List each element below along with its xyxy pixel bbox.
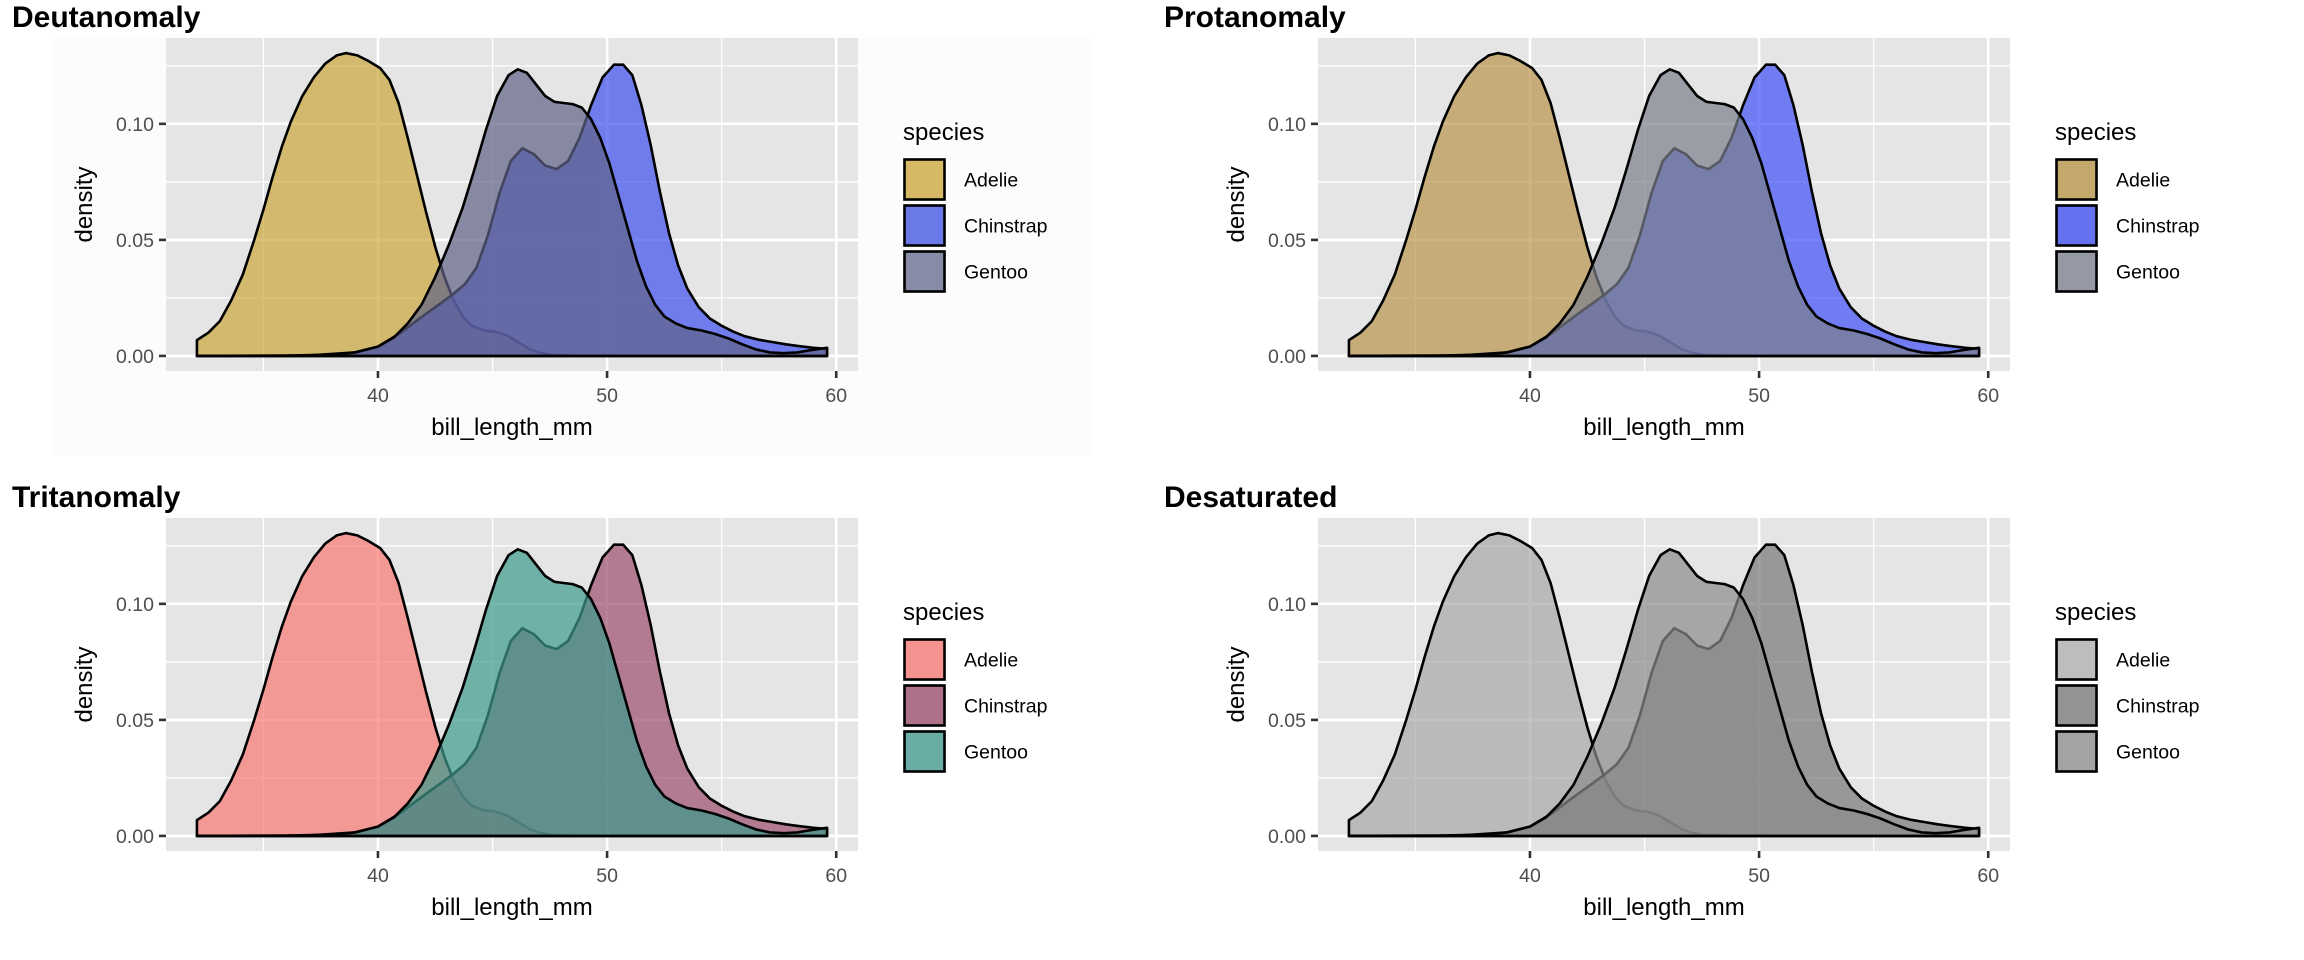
legend-label: Gentoo bbox=[964, 262, 1028, 284]
y-tick-label: 0.00 bbox=[1268, 826, 1306, 848]
density-area-gentoo bbox=[1347, 548, 1981, 838]
legend-title: species bbox=[2055, 599, 2136, 626]
legend-label: Adelie bbox=[2116, 170, 2170, 192]
legend-swatch bbox=[2055, 730, 2098, 773]
legend: species Adelie Chinstrap Gentoo bbox=[2055, 599, 2200, 773]
x-tick-label: 50 bbox=[1748, 385, 1770, 407]
density-area-gentoo bbox=[1347, 68, 1981, 358]
x-axis-title: bill_length_mm bbox=[1583, 894, 1744, 921]
y-tick-label: 0.00 bbox=[1268, 346, 1306, 368]
legend-item-gentoo: Gentoo bbox=[903, 730, 1028, 773]
x-tick-label: 60 bbox=[825, 865, 847, 887]
legend-item-gentoo: Gentoo bbox=[2055, 730, 2180, 773]
y-axis-title: density bbox=[71, 166, 98, 242]
legend-label: Chinstrap bbox=[2116, 696, 2200, 718]
legend-label: Chinstrap bbox=[964, 216, 1048, 238]
legend-item-adelie: Adelie bbox=[2055, 638, 2170, 681]
facet-desaturated: Desaturated 40 50 60 0.00 0.05 0.10 bill_lengt… bbox=[1164, 481, 2200, 921]
legend-swatch bbox=[903, 638, 946, 681]
y-tick-label: 0.10 bbox=[1268, 114, 1306, 136]
legend-title: species bbox=[2055, 119, 2136, 146]
legend-item-adelie: Adelie bbox=[903, 158, 1018, 201]
legend-item-gentoo: Gentoo bbox=[2055, 250, 2180, 293]
y-tick-label: 0.05 bbox=[1268, 710, 1306, 732]
y-tick-label: 0.05 bbox=[116, 710, 154, 732]
x-tick-label: 40 bbox=[1519, 865, 1541, 887]
legend-label: Chinstrap bbox=[2116, 216, 2200, 238]
y-tick-label: 0.10 bbox=[116, 594, 154, 616]
legend: species Adelie Chinstrap Gentoo bbox=[903, 599, 1048, 773]
legend-swatch bbox=[903, 250, 946, 293]
x-tick-label: 50 bbox=[596, 865, 618, 887]
facet-deutanomaly: Deutanomaly 40 50 60 0.00 0.05 0.10 bill_lengt… bbox=[12, 1, 1048, 441]
legend-label: Adelie bbox=[964, 650, 1018, 672]
legend-title: species bbox=[903, 119, 984, 146]
x-tick-label: 50 bbox=[596, 385, 618, 407]
panel-title: Tritanomaly bbox=[12, 481, 181, 514]
legend-item-chinstrap: Chinstrap bbox=[2055, 684, 2200, 727]
x-axis-title: bill_length_mm bbox=[1583, 414, 1744, 441]
legend-label: Adelie bbox=[964, 170, 1018, 192]
legend-label: Gentoo bbox=[2116, 262, 2180, 284]
y-axis-title: density bbox=[71, 646, 98, 722]
legend-swatch bbox=[903, 204, 946, 247]
y-tick-label: 0.05 bbox=[1268, 230, 1306, 252]
y-tick-label: 0.05 bbox=[116, 230, 154, 252]
legend-title: species bbox=[903, 599, 984, 626]
legend-item-adelie: Adelie bbox=[903, 638, 1018, 681]
y-tick-label: 0.10 bbox=[116, 114, 154, 136]
legend-item-gentoo: Gentoo bbox=[903, 250, 1028, 293]
legend-swatch bbox=[903, 684, 946, 727]
y-tick-label: 0.00 bbox=[116, 826, 154, 848]
legend-swatch bbox=[2055, 638, 2098, 681]
legend-label: Gentoo bbox=[2116, 742, 2180, 764]
legend-swatch bbox=[2055, 684, 2098, 727]
legend-label: Adelie bbox=[2116, 650, 2170, 672]
legend-item-chinstrap: Chinstrap bbox=[2055, 204, 2200, 247]
x-tick-label: 50 bbox=[1748, 865, 1770, 887]
legend-item-chinstrap: Chinstrap bbox=[903, 204, 1048, 247]
y-tick-label: 0.10 bbox=[1268, 594, 1306, 616]
legend-swatch bbox=[903, 158, 946, 201]
panel-title: Protanomaly bbox=[1164, 1, 1346, 34]
panel-title: Deutanomaly bbox=[12, 1, 201, 34]
x-tick-label: 60 bbox=[1977, 865, 1999, 887]
x-axis-title: bill_length_mm bbox=[431, 894, 592, 921]
panel-title: Desaturated bbox=[1164, 481, 1337, 514]
legend-swatch bbox=[2055, 250, 2098, 293]
x-tick-label: 60 bbox=[825, 385, 847, 407]
legend-label: Chinstrap bbox=[964, 696, 1048, 718]
legend-item-adelie: Adelie bbox=[2055, 158, 2170, 201]
x-tick-label: 60 bbox=[1977, 385, 1999, 407]
x-tick-label: 40 bbox=[367, 865, 389, 887]
y-tick-label: 0.00 bbox=[116, 346, 154, 368]
density-area-gentoo bbox=[195, 68, 829, 358]
legend: species Adelie Chinstrap Gentoo bbox=[903, 119, 1048, 293]
legend-swatch bbox=[903, 730, 946, 773]
legend: species Adelie Chinstrap Gentoo bbox=[2055, 119, 2200, 293]
legend-swatch bbox=[2055, 158, 2098, 201]
legend-label: Gentoo bbox=[964, 742, 1028, 764]
legend-swatch bbox=[2055, 204, 2098, 247]
facet-tritanomaly: Tritanomaly 40 50 60 0.00 0.05 0.10 bill_lengt… bbox=[12, 481, 1048, 921]
legend-item-chinstrap: Chinstrap bbox=[903, 684, 1048, 727]
y-axis-title: density bbox=[1223, 166, 1250, 242]
facet-protanomaly: Protanomaly 40 50 60 0.00 0.05 0.10 bill_lengt… bbox=[1164, 1, 2200, 441]
x-tick-label: 40 bbox=[367, 385, 389, 407]
y-axis-title: density bbox=[1223, 646, 1250, 722]
density-area-gentoo bbox=[195, 548, 829, 838]
x-tick-label: 40 bbox=[1519, 385, 1541, 407]
x-axis-title: bill_length_mm bbox=[431, 414, 592, 441]
